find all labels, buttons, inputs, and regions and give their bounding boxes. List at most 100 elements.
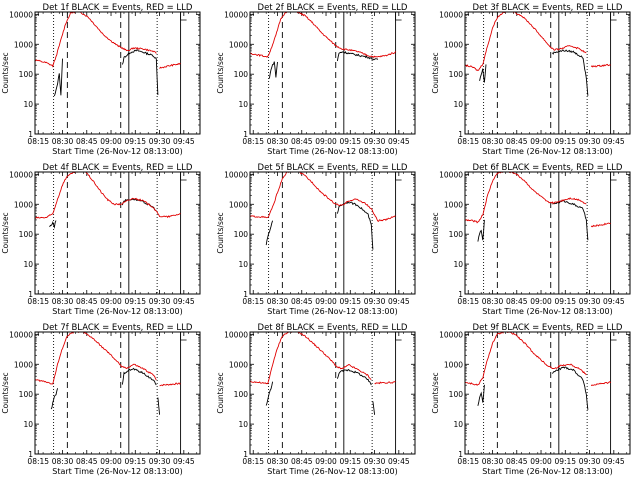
x-tick-label: 08:30 bbox=[267, 297, 289, 306]
plot-frame bbox=[249, 331, 416, 455]
y-tick-label: 100 bbox=[234, 230, 249, 239]
x-tick-label: 08:45 bbox=[506, 137, 528, 146]
events-series-line bbox=[268, 61, 278, 79]
plot-frame bbox=[249, 171, 416, 295]
x-tick-label: 09:15 bbox=[124, 297, 146, 306]
y-tick-label: 10 bbox=[23, 420, 33, 429]
y-tick-label: 1 bbox=[28, 450, 33, 459]
lld-series-line bbox=[465, 12, 587, 72]
x-tick-label: 08:45 bbox=[76, 297, 98, 306]
y-tick-label: 10 bbox=[453, 100, 463, 109]
y-tick-label: 10000 bbox=[439, 10, 463, 19]
x-tick-label: 08:30 bbox=[482, 137, 504, 146]
lld-series-line bbox=[465, 172, 587, 224]
x-tick-label: 09:30 bbox=[149, 137, 171, 146]
interval-bracket-marker bbox=[180, 14, 187, 21]
x-tick-label: 09:15 bbox=[124, 137, 146, 146]
x-tick-label: 08:15 bbox=[242, 137, 264, 146]
plot-frame bbox=[464, 171, 631, 295]
panel-title: Det 7f BLACK = Events, RED = LLD bbox=[43, 323, 193, 333]
lld-series-line bbox=[590, 222, 611, 228]
events-series-line bbox=[552, 199, 589, 241]
lld-series-line bbox=[35, 172, 181, 219]
detector-panel: Det 3f BLACK = Events, RED = LLD Counts/s… bbox=[431, 3, 631, 156]
events-series-line bbox=[372, 401, 376, 415]
x-tick-label: 08:15 bbox=[27, 457, 49, 466]
x-tick-label: 09:45 bbox=[388, 137, 410, 146]
x-tick-label: 09:00 bbox=[530, 457, 552, 466]
y-tick-label: 100 bbox=[449, 390, 464, 399]
y-tick-label: 1000 bbox=[444, 200, 463, 209]
events-series-line bbox=[552, 366, 589, 410]
y-tick-label: 1000 bbox=[444, 360, 463, 369]
panel-title: Det 4f BLACK = Events, RED = LLD bbox=[43, 163, 193, 173]
panel-title: Det 3f BLACK = Events, RED = LLD bbox=[473, 3, 623, 13]
y-tick-label: 10 bbox=[238, 260, 248, 269]
x-tick-label: 08:15 bbox=[457, 297, 479, 306]
events-series-line bbox=[53, 58, 63, 97]
x-axis-label: Start Time (26-Nov-12 08:13:00) bbox=[52, 307, 182, 316]
x-axis-label: Start Time (26-Nov-12 08:13:00) bbox=[52, 147, 182, 156]
x-tick-label: 09:15 bbox=[339, 137, 361, 146]
x-axis-label: Start Time (26-Nov-12 08:13:00) bbox=[482, 147, 612, 156]
x-tick-label: 09:30 bbox=[149, 457, 171, 466]
x-tick-label: 09:30 bbox=[579, 297, 601, 306]
y-tick-label: 1000 bbox=[14, 200, 33, 209]
lld-series-line bbox=[590, 381, 611, 387]
x-tick-label: 08:15 bbox=[242, 297, 264, 306]
y-tick-label: 1 bbox=[458, 130, 463, 139]
x-tick-label: 09:30 bbox=[579, 137, 601, 146]
panel-title: Det 5f BLACK = Events, RED = LLD bbox=[258, 163, 408, 173]
y-tick-label: 100 bbox=[19, 390, 34, 399]
y-tick-label: 1000 bbox=[229, 40, 248, 49]
x-tick-label: 09:00 bbox=[315, 297, 337, 306]
lld-series-line bbox=[35, 332, 157, 385]
y-tick-label: 100 bbox=[449, 230, 464, 239]
x-tick-label: 09:30 bbox=[579, 457, 601, 466]
x-tick-label: 09:45 bbox=[173, 297, 195, 306]
lld-series-line bbox=[465, 332, 587, 386]
x-tick-label: 08:30 bbox=[267, 457, 289, 466]
x-tick-label: 09:45 bbox=[388, 297, 410, 306]
plot-frame bbox=[34, 331, 201, 455]
y-tick-label: 1 bbox=[243, 450, 248, 459]
events-series-line bbox=[477, 384, 485, 406]
x-tick-label: 09:30 bbox=[364, 137, 386, 146]
x-tick-label: 09:00 bbox=[100, 457, 122, 466]
y-tick-label: 10 bbox=[238, 100, 248, 109]
lld-series-line bbox=[250, 172, 396, 222]
y-tick-label: 10 bbox=[23, 260, 33, 269]
x-tick-label: 09:00 bbox=[530, 297, 552, 306]
y-tick-label: 1000 bbox=[14, 40, 33, 49]
detector-panel: Det 5f BLACK = Events, RED = LLD Counts/s… bbox=[216, 163, 416, 316]
events-series-line bbox=[121, 367, 157, 386]
x-tick-label: 08:30 bbox=[52, 297, 74, 306]
y-tick-label: 1 bbox=[28, 130, 33, 139]
x-tick-label: 09:00 bbox=[100, 297, 122, 306]
detector-panel: Det 8f BLACK = Events, RED = LLD Counts/s… bbox=[216, 323, 416, 476]
x-tick-label: 08:45 bbox=[291, 297, 313, 306]
events-series-line bbox=[479, 64, 487, 83]
y-tick-label: 1000 bbox=[229, 360, 248, 369]
detector-panel: Det 2f BLACK = Events, RED = LLD Counts/s… bbox=[216, 3, 416, 156]
lld-series-line bbox=[159, 382, 181, 387]
interval-bracket-marker bbox=[395, 14, 402, 21]
y-axis-label: Counts/sec bbox=[216, 212, 225, 253]
y-tick-label: 10 bbox=[23, 100, 33, 109]
y-tick-label: 1000 bbox=[14, 360, 33, 369]
x-tick-label: 09:45 bbox=[388, 457, 410, 466]
events-series-line bbox=[336, 200, 374, 250]
x-tick-label: 08:15 bbox=[242, 457, 264, 466]
x-tick-label: 09:00 bbox=[315, 137, 337, 146]
x-tick-label: 09:15 bbox=[554, 457, 576, 466]
lld-series-line bbox=[590, 63, 611, 68]
x-tick-label: 09:45 bbox=[173, 457, 195, 466]
x-tick-label: 09:00 bbox=[530, 137, 552, 146]
x-axis-label: Start Time (26-Nov-12 08:13:00) bbox=[267, 147, 397, 156]
y-tick-label: 10000 bbox=[439, 170, 463, 179]
events-series-line bbox=[265, 381, 274, 406]
y-tick-label: 10000 bbox=[9, 330, 33, 339]
lld-series-line bbox=[250, 332, 372, 385]
x-tick-label: 09:15 bbox=[554, 137, 576, 146]
panel-title: Det 2f BLACK = Events, RED = LLD bbox=[258, 3, 408, 13]
